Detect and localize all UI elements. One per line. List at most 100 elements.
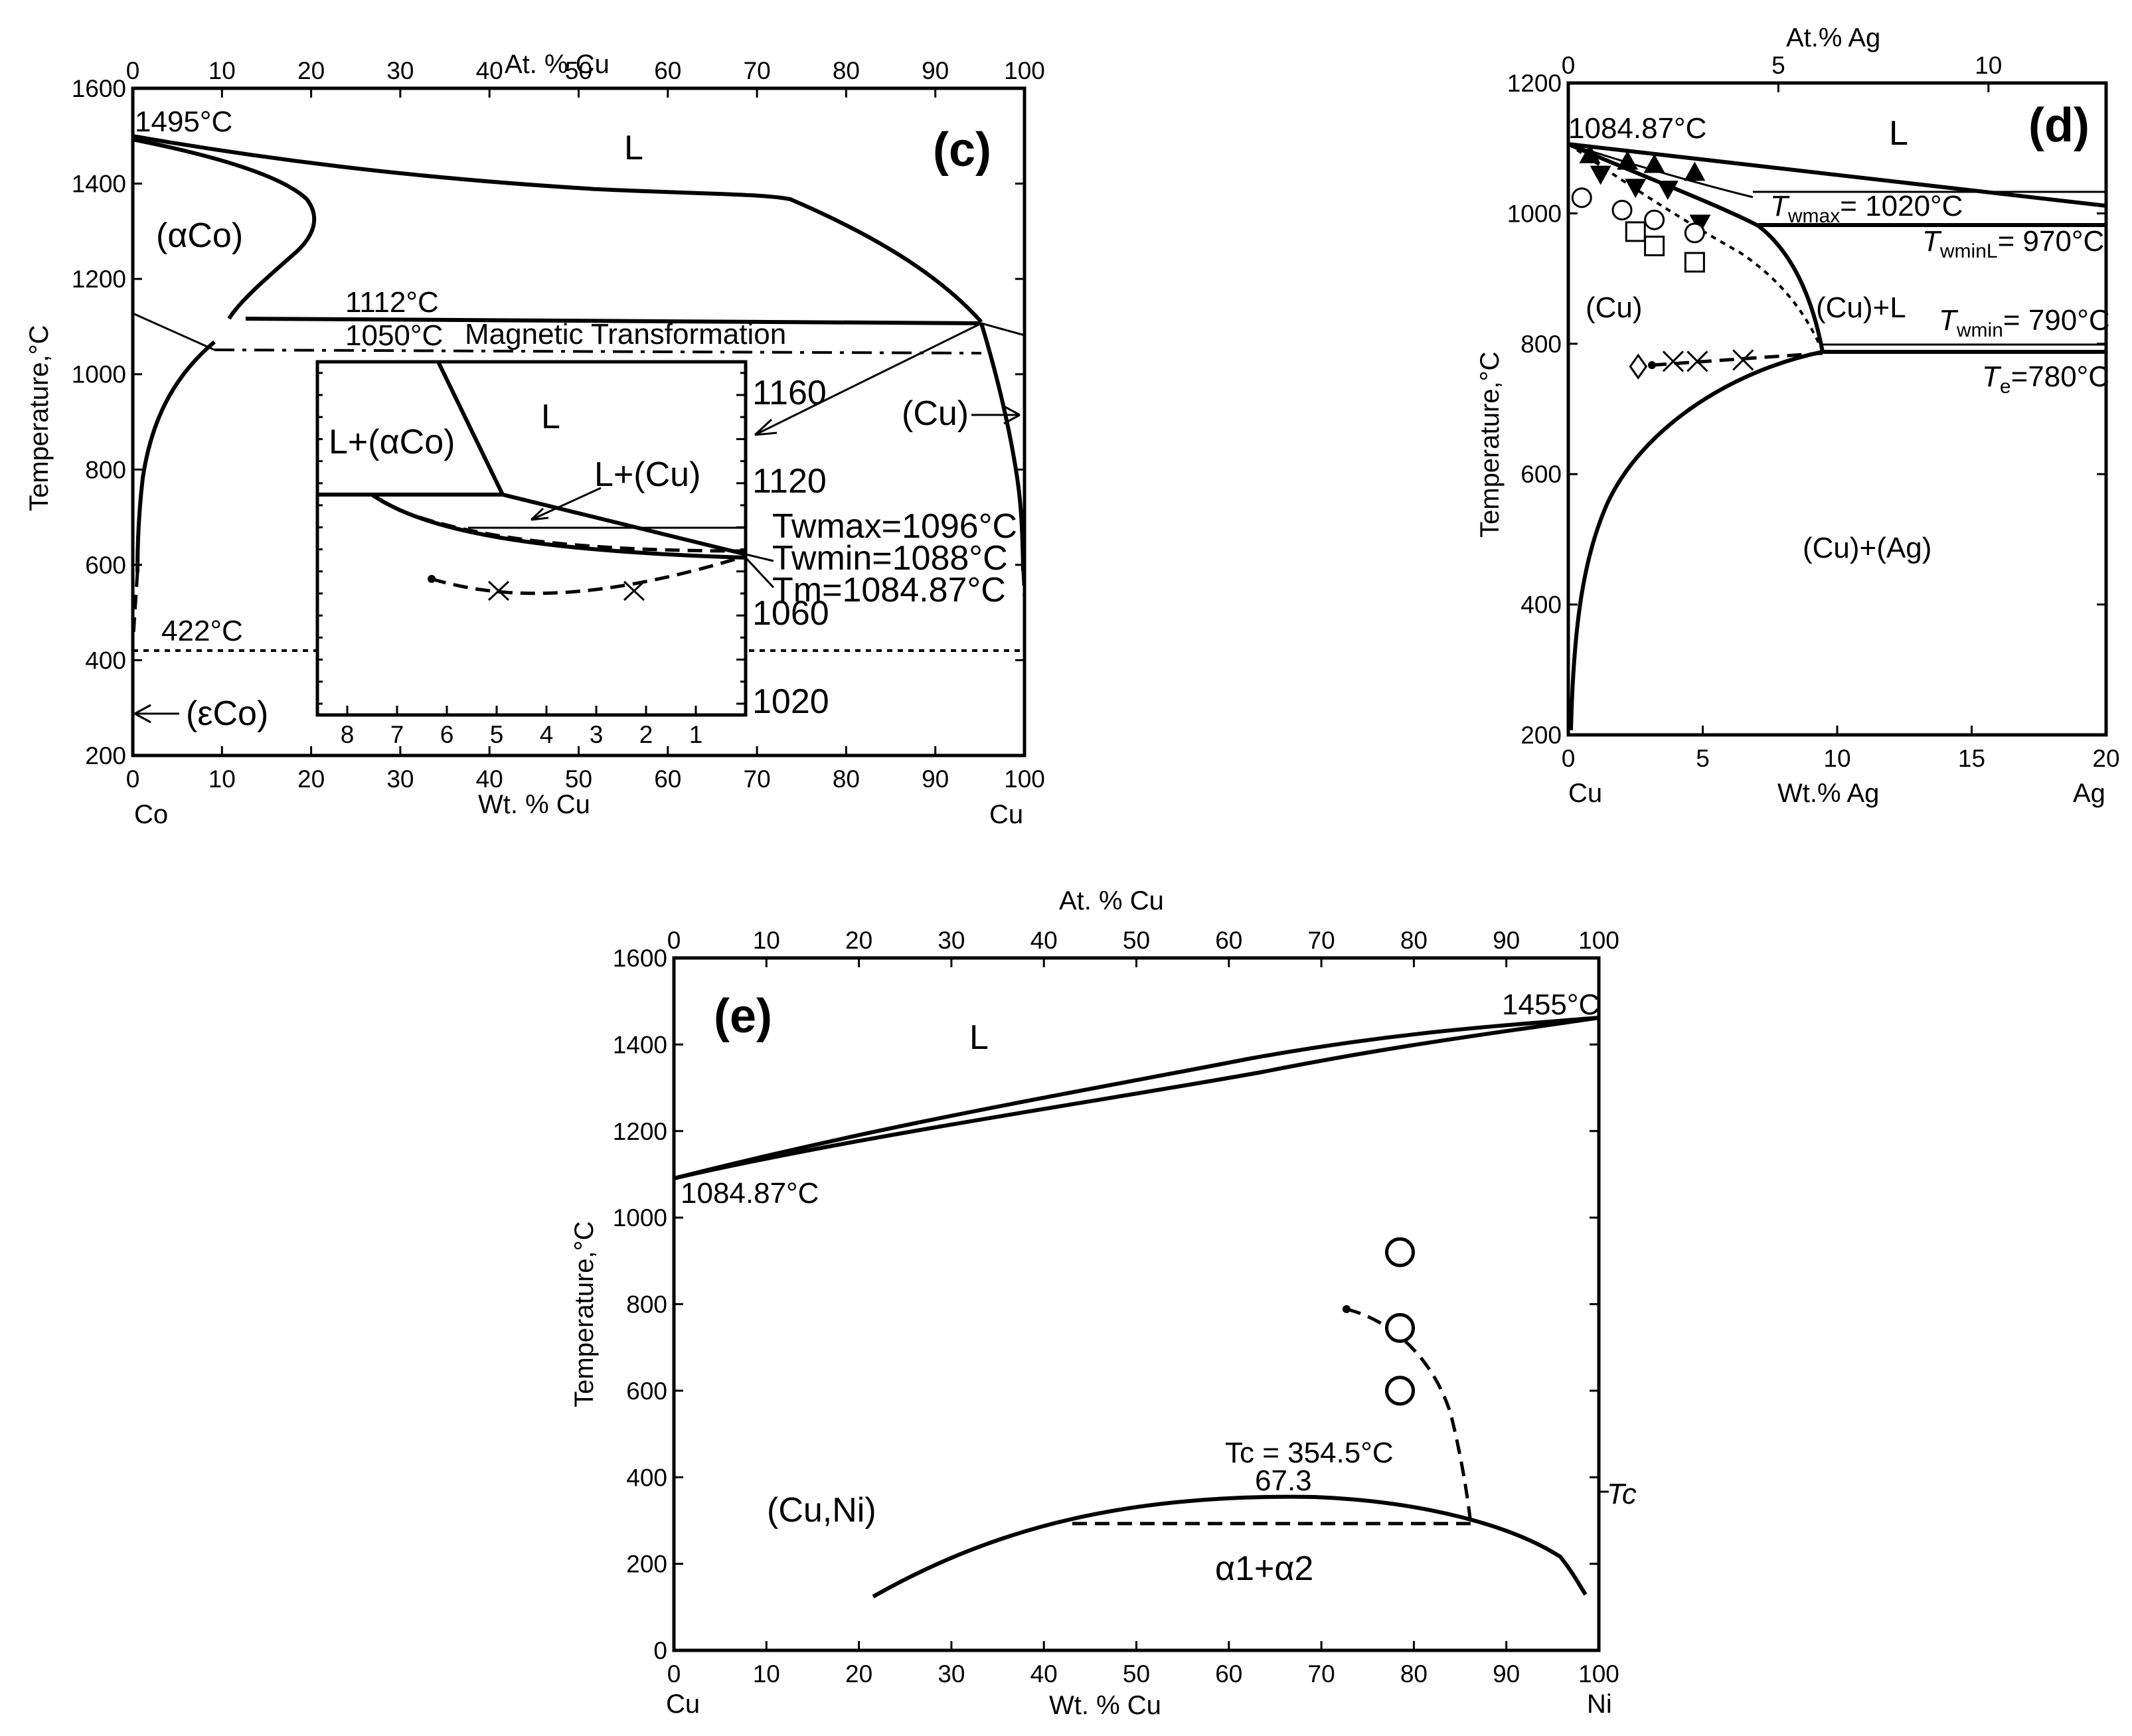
x-tick-label: 40	[476, 765, 503, 793]
y-tick-label: 1000	[1507, 200, 1562, 227]
e-ylabel: Temperature,°C	[570, 1221, 599, 1407]
y-tick-label: 600	[1520, 461, 1562, 488]
c-label-twmin: Twmin=1088°C	[772, 539, 1008, 578]
d-xlabel-bottom: Wt.% Ag	[1777, 779, 1879, 808]
d-filled-up-triangle	[1617, 150, 1639, 170]
e-dot	[1343, 1305, 1351, 1313]
y-tick-label: 1000	[613, 1204, 667, 1231]
c-label-cu: (Cu)	[902, 394, 969, 433]
d-element-left: Cu	[1568, 779, 1602, 808]
c-panel-letter: (c)	[933, 123, 991, 177]
x-tick-label: 30	[386, 765, 414, 793]
x-tick-label: 70	[1308, 1660, 1335, 1688]
inset-x-tick-label: 3	[590, 721, 604, 748]
y-tick-label: 400	[1520, 592, 1562, 619]
d-open-square	[1644, 236, 1665, 256]
y-tick-label: 1200	[72, 266, 126, 293]
d-open-circle	[1611, 199, 1633, 220]
c-inset-label-l: L	[541, 398, 560, 436]
inset-x-tick-label: 1	[689, 721, 703, 748]
y-tick-label: 1600	[613, 945, 667, 972]
c-magnetic-left	[132, 312, 215, 351]
x-tick-label: 60	[1215, 1660, 1242, 1688]
e-label-cuni: (Cu,Ni)	[767, 1491, 876, 1530]
d-label-cul: (Cu)+L	[1816, 291, 1906, 324]
c-ylabel: Temperature,°C	[25, 325, 54, 511]
c-label-liquid: L	[624, 129, 643, 167]
x-tick-label: 0	[667, 1660, 681, 1688]
e-solidus	[673, 1016, 1599, 1180]
c-cu-solvus	[979, 323, 1025, 572]
c-alphaco-solvus	[135, 340, 216, 573]
d-te-val: =780°C	[2011, 360, 2109, 393]
y-tick-label: 800	[626, 1291, 667, 1318]
c-magnetic-line	[214, 349, 982, 355]
x-tick-label: 20	[2092, 745, 2119, 772]
y-tick-label: 400	[626, 1464, 667, 1491]
svg-text:Te=780°C: Te=780°C	[1982, 360, 2109, 398]
c-inset-ticks: 8 7 6 5 4 3 2 1 1020 1060 1120 1160	[317, 372, 829, 748]
top-tick-label: 0	[126, 57, 140, 84]
y-tick-label: 400	[85, 647, 126, 674]
e-open-circle	[1385, 1312, 1416, 1343]
d-open-square	[1625, 221, 1646, 242]
d-markers	[1571, 144, 1754, 380]
e-xlabel-bottom: Wt. % Cu	[1049, 1691, 1161, 1720]
c-xlabel-top: At. % Cu	[505, 50, 610, 79]
d-twminl-T: T	[1922, 225, 1942, 258]
y-tick-label: 200	[1520, 722, 1562, 749]
d-element-right: Ag	[2073, 779, 2105, 808]
top-tick-label: 80	[1400, 927, 1428, 954]
d-xcurve	[1651, 351, 1823, 367]
c-label-1495: 1495°C	[135, 106, 232, 138]
svg-text:Twmax= 1020°C: Twmax= 1020°C	[1770, 190, 1963, 227]
e-miscibility-gap	[872, 1494, 1588, 1599]
c-inset-xcurve	[431, 556, 741, 595]
x-tick-label: 0	[126, 765, 140, 793]
top-tick-label: 50	[565, 57, 592, 84]
top-tick-label: 40	[1030, 927, 1058, 954]
top-tick-label: 90	[922, 57, 949, 84]
top-tick-label: 100	[1004, 57, 1045, 84]
d-filled-up-triangle	[1643, 153, 1665, 173]
c-label-twmax: Twmax=1096°C	[772, 507, 1017, 546]
c-inset-leader-twmin	[745, 553, 774, 562]
top-tick-label: 30	[938, 927, 965, 954]
top-tick-label: 30	[386, 57, 414, 84]
d-twmin-T: T	[1939, 304, 1959, 337]
top-tick-label: 70	[1308, 927, 1335, 954]
d-xlabel-top: At.% Ag	[1786, 23, 1880, 52]
x-tick-label: 10	[1823, 745, 1850, 772]
e-label-comp: 67.3	[1255, 1464, 1312, 1497]
x-tick-label: 80	[1400, 1660, 1428, 1688]
y-tick-label: 800	[85, 456, 126, 483]
e-label-1455: 1455°C	[1502, 988, 1599, 1021]
x-tick-label: 5	[1696, 745, 1710, 772]
x-tick-label: 90	[1493, 1660, 1520, 1688]
top-tick-label: 90	[1493, 927, 1520, 954]
top-tick-label: 70	[744, 57, 771, 84]
c-inset-liquidus-cu	[502, 493, 746, 556]
top-tick-label: 50	[1123, 927, 1150, 954]
x-tick-label: 15	[1958, 745, 1985, 772]
e-markers	[1385, 1237, 1416, 1406]
y-tick-label: 200	[85, 742, 126, 769]
y-tick-label: 1200	[1507, 70, 1562, 97]
d-open-square	[1684, 252, 1705, 273]
c-inset: 8 7 6 5 4 3 2 1 1020 1060 1120 1160 L+(αCo) L L+(Cu…	[315, 360, 1017, 748]
panel-e-cu-ni-diagram: 0 10 20 30 40 50 60 70 80 90 1000 10 20 30 40 50 60 70 80 9…	[570, 886, 1637, 1720]
c-cu-arrow	[971, 405, 1021, 425]
svg-text:Twmin= 790°C: Twmin= 790°C	[1939, 304, 2110, 341]
d-open-circle	[1644, 209, 1665, 230]
inset-y-tick-label: 1160	[752, 374, 827, 412]
c-inset-arrow	[530, 487, 602, 521]
c-label-422: 422°C	[161, 615, 243, 647]
inset-x-tick-label: 8	[341, 721, 355, 748]
d-open-circle	[1684, 222, 1705, 244]
y-tick-label: 1400	[72, 171, 126, 198]
e-label-miscibility: α1+α2	[1215, 1549, 1313, 1588]
e-curie-curve	[1346, 1307, 1473, 1524]
d-te-sub: e	[2000, 376, 2011, 398]
d-diamond	[1629, 353, 1648, 380]
top-tick-label: 20	[297, 57, 325, 84]
